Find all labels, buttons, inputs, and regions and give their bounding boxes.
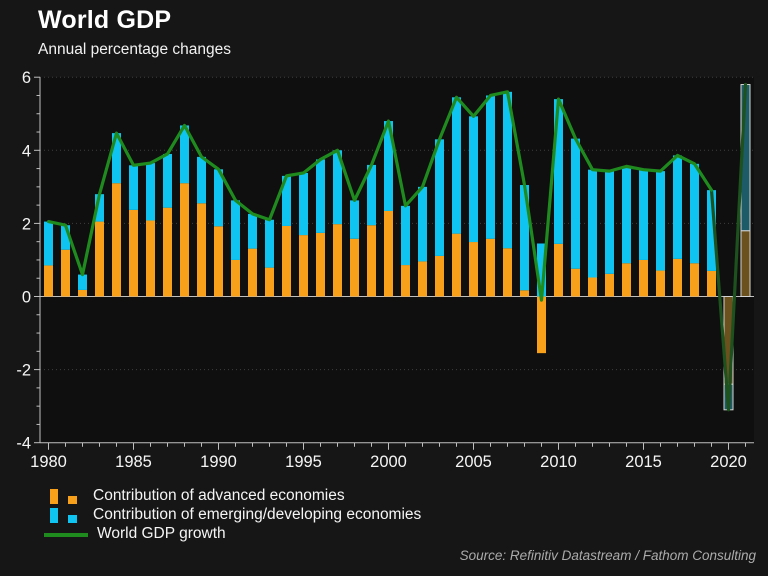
svg-text:2000: 2000 <box>370 453 407 471</box>
bars-advanced <box>44 183 751 385</box>
chart-subtitle: Annual percentage changes <box>38 41 232 58</box>
page-title: World GDP <box>38 6 172 34</box>
svg-text:1990: 1990 <box>200 453 237 471</box>
legend-label-line: World GDP growth <box>97 525 226 542</box>
gdp-line-icon <box>44 527 88 543</box>
legend-item-advanced: Contribution of advanced economies <box>44 486 421 505</box>
svg-text:-4: -4 <box>16 435 31 453</box>
legend-label-emerging: Contribution of emerging/developing econ… <box>93 506 422 523</box>
svg-text:6: 6 <box>22 69 31 87</box>
legend-item-emerging: Contribution of emerging/developing econ… <box>44 505 421 524</box>
svg-text:2010: 2010 <box>540 453 577 471</box>
y-gridlines <box>40 76 754 371</box>
plot-area <box>40 77 754 443</box>
legend-label-advanced: Contribution of advanced economies <box>93 487 345 504</box>
svg-text:2005: 2005 <box>455 453 492 471</box>
svg-text:-2: -2 <box>16 362 31 380</box>
source-credit: Source: Refinitiv Datastream / Fathom Co… <box>459 548 756 563</box>
svg-text:1980: 1980 <box>30 453 67 471</box>
svg-text:2015: 2015 <box>625 453 662 471</box>
advanced-bar-icon <box>44 489 84 505</box>
svg-text:0: 0 <box>22 289 31 307</box>
svg-text:2: 2 <box>22 215 31 233</box>
emerging-bar-icon <box>44 508 84 524</box>
gdp-growth-line <box>46 82 748 412</box>
svg-text:1985: 1985 <box>115 453 152 471</box>
svg-text:4: 4 <box>22 142 31 160</box>
legend-item-line: World GDP growth <box>44 524 421 543</box>
svg-text:1995: 1995 <box>285 453 322 471</box>
legend: Contribution of advanced economies Contr… <box>44 486 421 543</box>
bars-emerging <box>44 84 751 411</box>
axes <box>34 76 754 450</box>
svg-text:2020: 2020 <box>710 453 747 471</box>
